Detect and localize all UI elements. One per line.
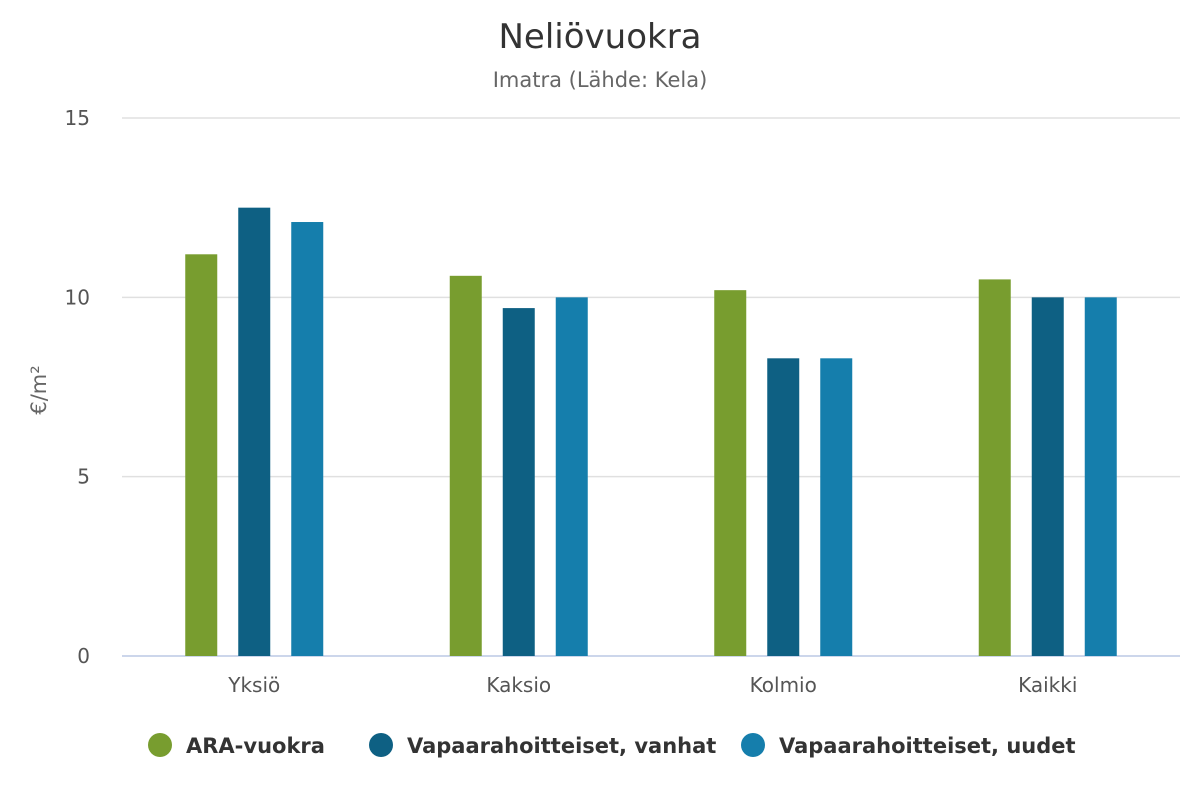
- bar-ara-vuokra-kaksio: [449, 275, 482, 656]
- bars: [185, 207, 1117, 656]
- y-tick-label: 5: [77, 465, 90, 489]
- grid-lines: [122, 117, 1180, 657]
- y-tick-label: 10: [65, 285, 90, 309]
- chart-subtitle: Imatra (Lähde: Kela): [493, 68, 708, 92]
- x-tick-label: Kaikki: [1018, 673, 1077, 697]
- bar-vapaarahoitteiset-uudet-kaikki: [1084, 297, 1117, 656]
- y-axis-label: €/m²: [27, 365, 51, 414]
- bar-vapaarahoitteiset-uudet-yksiö: [291, 222, 324, 656]
- bar-ara-vuokra-kaikki: [978, 279, 1011, 656]
- legend-item[interactable]: ARA-vuokra: [148, 733, 325, 758]
- chart-title: Neliövuokra: [498, 17, 701, 57]
- y-tick-label: 15: [65, 106, 90, 130]
- x-tick-label: Kaksio: [486, 673, 551, 697]
- bar-vapaarahoitteiset-vanhat-yksiö: [238, 207, 271, 656]
- bar-vapaarahoitteiset-vanhat-kolmio: [767, 358, 800, 656]
- bar-vapaarahoitteiset-vanhat-kaksio: [502, 308, 535, 656]
- bar-ara-vuokra-kolmio: [714, 290, 747, 656]
- legend-item[interactable]: Vapaarahoitteiset, vanhat: [369, 733, 716, 758]
- legend-item[interactable]: Vapaarahoitteiset, uudet: [741, 733, 1076, 758]
- y-axis-ticks: 0 5 10 15: [65, 106, 90, 668]
- legend-marker-icon: [741, 733, 765, 757]
- x-axis-ticks: Yksiö Kaksio Kolmio Kaikki: [227, 673, 1077, 697]
- bar-vapaarahoitteiset-uudet-kaksio: [555, 297, 588, 656]
- bar-vapaarahoitteiset-uudet-kolmio: [820, 358, 853, 656]
- bar-vapaarahoitteiset-vanhat-kaikki: [1031, 297, 1064, 656]
- legend-marker-icon: [148, 733, 172, 757]
- legend-label: Vapaarahoitteiset, uudet: [779, 734, 1076, 758]
- legend: ARA-vuokra Vapaarahoitteiset, vanhat Vapaa…: [148, 733, 1076, 758]
- legend-label: Vapaarahoitteiset, vanhat: [407, 734, 716, 758]
- legend-marker-icon: [369, 733, 393, 757]
- legend-label: ARA-vuokra: [186, 734, 325, 758]
- x-tick-label: Kolmio: [750, 673, 817, 697]
- y-tick-label: 0: [77, 644, 90, 668]
- bar-ara-vuokra-yksiö: [185, 254, 218, 656]
- x-tick-label: Yksiö: [227, 673, 280, 697]
